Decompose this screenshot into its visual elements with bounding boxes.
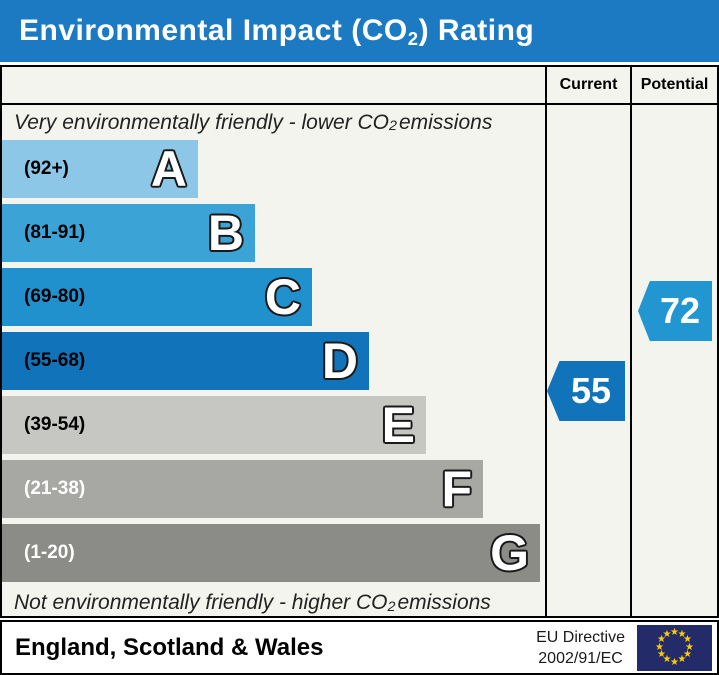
eu-star: ★ — [657, 634, 666, 645]
eu-star: ★ — [662, 628, 672, 640]
bottom-note: Not environmentally friendly - higher CO… — [14, 591, 491, 615]
band-rows: (92+) A (81-91) B (69-80) C (55-68) D (3… — [2, 140, 545, 588]
potential-indicator: 72 — [638, 281, 712, 341]
eu-star: ★ — [685, 641, 694, 653]
band-range-label: (21-38) — [24, 478, 86, 499]
eu-directive-text: EU Directive 2002/91/EC — [536, 627, 637, 669]
page-title: Environmental Impact (CO2) Rating — [19, 14, 535, 49]
band-row: (81-91) B — [2, 204, 545, 268]
band-row: (92+) A — [2, 140, 545, 204]
band-letter: D — [321, 333, 358, 389]
eu-star: ★ — [657, 649, 666, 660]
band-letter: C — [264, 269, 301, 325]
footer-bar: England, Scotland & Wales EU Directive 2… — [0, 620, 719, 675]
band-row: (69-80) C — [2, 268, 545, 332]
band-letter: B — [207, 205, 244, 261]
table-body: Very environmentally friendly - lower CO… — [2, 105, 717, 618]
eu-directive-line1: EU Directive — [536, 628, 625, 646]
band-letter: E — [381, 397, 415, 453]
band-row: (21-38) F — [2, 460, 545, 524]
column-header-current: Current — [545, 67, 630, 103]
eu-star: ★ — [677, 654, 687, 666]
eu-star: ★ — [683, 649, 692, 660]
rating-table: Current Potential Very environmentally f… — [0, 65, 719, 618]
table-header-row: Current Potential — [2, 67, 717, 105]
band-range-label: (39-54) — [24, 414, 86, 435]
band-bar: (55-68) D — [2, 332, 369, 390]
eu-directive-line2: 2002/91/EC — [538, 649, 623, 667]
header-spacer — [2, 67, 545, 103]
band-letter: A — [150, 141, 187, 197]
band-range-label: (55-68) — [24, 350, 86, 371]
band-range-label: (92+) — [24, 158, 69, 179]
band-bar: (1-20) G — [2, 524, 540, 582]
eu-flag-icon: ★ ★ ★ ★ ★ ★ ★ ★ ★ ★ ★ ★ — [637, 624, 712, 671]
eu-star: ★ — [683, 634, 692, 645]
band-bar: (21-38) F — [2, 460, 483, 518]
title-bar: Environmental Impact (CO2) Rating — [0, 0, 719, 62]
current-column — [545, 105, 630, 618]
potential-column — [630, 105, 717, 618]
potential-value: 72 — [659, 290, 701, 331]
band-letter: F — [441, 461, 472, 517]
eu-star: ★ — [677, 628, 687, 640]
column-header-potential: Potential — [630, 67, 717, 103]
band-bar: (81-91) B — [2, 204, 255, 262]
region-label: England, Scotland & Wales — [15, 633, 324, 661]
band-range-label: (81-91) — [24, 222, 86, 243]
eu-star: ★ — [662, 654, 672, 666]
band-range-label: (69-80) — [24, 286, 86, 307]
band-bar: (92+) A — [2, 140, 198, 198]
current-indicator: 55 — [547, 361, 625, 421]
rating-scale-column: Very environmentally friendly - lower CO… — [2, 105, 545, 618]
band-row: (39-54) E — [2, 396, 545, 460]
eu-star: ★ — [655, 641, 664, 653]
band-row: (55-68) D — [2, 332, 545, 396]
band-letter: G — [490, 525, 529, 581]
band-bar: (39-54) E — [2, 396, 426, 454]
current-value: 55 — [570, 370, 612, 411]
top-note: Very environmentally friendly - lower CO… — [14, 110, 493, 135]
eu-star: ★ — [670, 656, 679, 668]
band-bar: (69-80) C — [2, 268, 312, 326]
eu-star: ★ — [670, 626, 679, 638]
band-row: (1-20) G — [2, 524, 545, 588]
band-range-label: (1-20) — [24, 542, 75, 563]
